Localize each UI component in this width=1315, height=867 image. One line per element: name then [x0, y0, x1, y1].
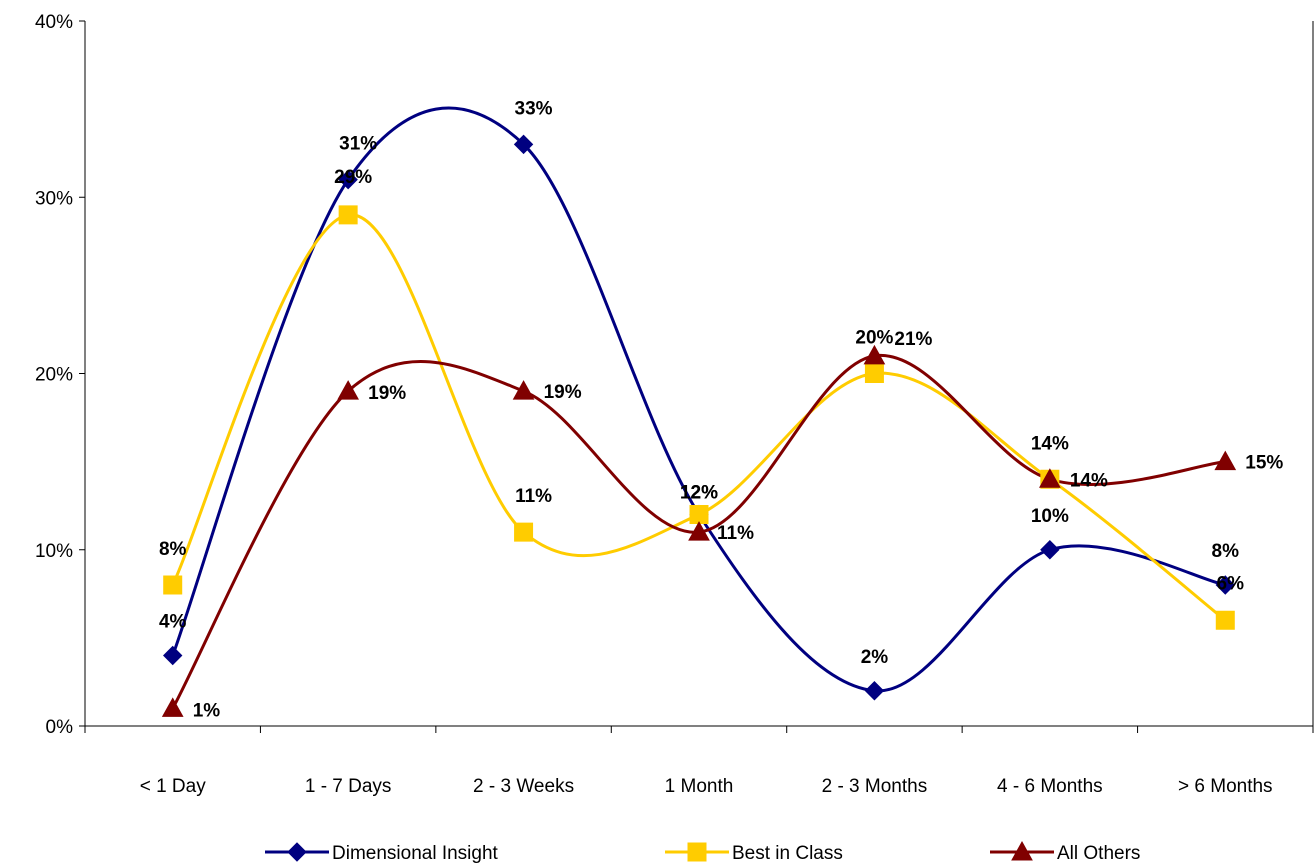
legend: Dimensional Insight Best in Class All Othe… [265, 840, 1140, 864]
y-tick-label: 40% [35, 12, 73, 33]
series-0-marker [163, 645, 183, 666]
series-0-marker [338, 169, 358, 190]
series-line-0 [171, 106, 1226, 693]
data-label: 21% [894, 329, 932, 350]
data-label: 8% [1212, 541, 1240, 562]
series-1-marker [163, 575, 183, 595]
x-tick-label: 4 - 6 Months [997, 776, 1103, 797]
legend-marker [1011, 840, 1033, 861]
series-2-marker [863, 344, 886, 365]
y-tick-label: 10% [35, 541, 73, 562]
legend-label: Best in Class [732, 843, 843, 864]
data-label: 10% [1031, 506, 1069, 527]
data-label: 8% [159, 539, 187, 560]
legend-marker [687, 842, 707, 862]
data-label: 19% [544, 382, 582, 403]
series-lines [171, 106, 1227, 710]
data-label: 15% [1245, 453, 1283, 474]
series-1-marker [338, 205, 358, 225]
data-label: 6% [1217, 573, 1245, 594]
x-tick-label: 1 - 7 Days [305, 776, 392, 797]
data-labels: 4%31%33%12%2%10%8%8%29%11% 12%20%14%6%1%1… [159, 98, 1283, 721]
data-label: 11% [515, 486, 552, 507]
x-tick-label: < 1 Day [140, 776, 207, 797]
data-label: 14% [1031, 433, 1069, 454]
data-label: 1% [193, 700, 221, 721]
series-2-marker [161, 697, 184, 717]
data-label: 33% [515, 98, 553, 119]
series-0-marker [864, 681, 885, 701]
x-tick-label: 2 - 3 Months [822, 776, 928, 797]
data-label: 4% [159, 612, 187, 633]
series-2-marker [1039, 468, 1061, 488]
legend-label: All Others [1057, 843, 1140, 864]
y-axis-labels: 0% 10% 20% 30% 40% [35, 12, 73, 738]
series-1-marker [689, 505, 709, 524]
axes [79, 20, 1314, 733]
series-1-marker [864, 364, 884, 383]
series-0-marker [513, 134, 534, 155]
data-label: 29% [334, 167, 372, 188]
data-label: 12% [680, 483, 718, 504]
data-label: 19% [368, 383, 406, 404]
y-tick-label: 0% [46, 717, 74, 738]
data-label: 2% [861, 647, 889, 668]
series-1-marker [514, 522, 534, 542]
x-tick-label: 2 - 3 Weeks [473, 776, 574, 797]
data-label: 20% [855, 328, 893, 349]
y-tick-label: 30% [35, 188, 73, 209]
series-2-marker [1214, 450, 1237, 471]
series-2-marker [512, 380, 535, 400]
data-label: 14% [1070, 470, 1108, 491]
y-tick-label: 20% [35, 365, 73, 386]
data-label: 12% [680, 483, 718, 504]
x-tick-label: 1 Month [665, 776, 734, 797]
data-label: 11% [717, 523, 754, 544]
series-line-2 [171, 354, 1226, 710]
series-1-marker [1215, 610, 1235, 630]
series-line-1 [171, 213, 1227, 622]
series-0-marker [1040, 540, 1060, 560]
series-markers [161, 134, 1237, 717]
series-2-marker [337, 380, 359, 400]
x-axis-labels: < 1 Day 1 - 7 Days 2 - 3 Weeks 1 Month 2 - 3… [140, 776, 1273, 797]
x-tick-label: > 6 Months [1178, 776, 1273, 797]
series-2-marker [688, 521, 710, 541]
data-label: 31% [339, 134, 377, 155]
legend-marker [287, 842, 307, 862]
legend-label: Dimensional Insight [332, 843, 499, 864]
series-0-marker [1215, 575, 1235, 595]
